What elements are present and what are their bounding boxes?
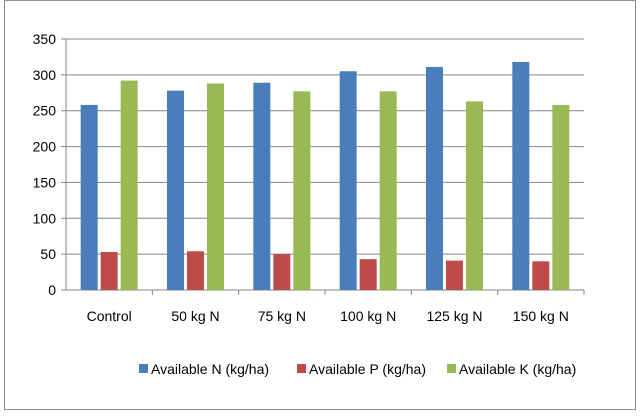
bar-available-k <box>120 80 138 290</box>
bar-available-n <box>339 71 357 291</box>
x-tick-label: 125 kg N <box>426 308 482 324</box>
bar-available-p <box>273 254 291 290</box>
x-tick-label: Control <box>87 308 132 324</box>
legend-label: Available P (kg/ha) <box>309 361 426 377</box>
bar-available-p <box>446 260 463 290</box>
bar-available-n <box>253 82 271 290</box>
x-tick-label: 150 kg N <box>513 308 569 324</box>
bar-available-n <box>80 104 98 290</box>
y-tick-label: 300 <box>33 67 57 83</box>
legend-swatch <box>297 364 306 373</box>
bar-available-k <box>207 83 224 290</box>
bar-available-k <box>552 104 570 290</box>
y-tick-label: 350 <box>33 31 57 47</box>
bar-available-k <box>466 101 483 291</box>
bar-available-p <box>100 251 118 290</box>
x-tick-label: 50 kg N <box>171 308 219 324</box>
legend-swatch <box>447 364 456 373</box>
y-tick-label: 0 <box>48 282 56 298</box>
chart-frame <box>4 0 636 410</box>
bar-available-p <box>359 259 377 290</box>
bar-available-n <box>512 61 530 290</box>
legend-label: Available N (kg/ha) <box>151 361 269 377</box>
x-tick-label: 75 kg N <box>258 308 306 324</box>
legend-label: Available K (kg/ha) <box>459 361 576 377</box>
bar-available-p <box>532 261 550 290</box>
y-tick-label: 50 <box>40 246 56 262</box>
y-tick-label: 150 <box>33 174 57 190</box>
y-tick-label: 250 <box>33 103 57 119</box>
bar-available-p <box>187 251 204 290</box>
y-tick-label: 100 <box>33 210 57 226</box>
legend-swatch <box>139 364 148 373</box>
y-tick-label: 200 <box>33 139 57 155</box>
bar-available-n <box>167 90 184 291</box>
bar-available-n <box>426 66 443 291</box>
bar-available-k <box>293 91 311 290</box>
bar-available-k <box>379 91 397 290</box>
x-tick-label: 100 kg N <box>340 308 396 324</box>
